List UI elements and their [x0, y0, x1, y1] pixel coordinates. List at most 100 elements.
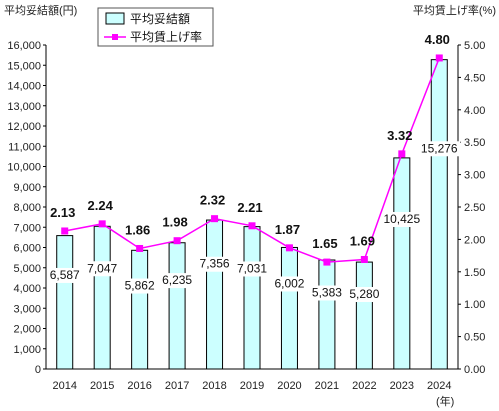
left-tick-label: 12,000 [7, 121, 41, 133]
bar [131, 249, 149, 370]
rate-point [136, 244, 144, 252]
bar [206, 219, 224, 370]
bar-labels: 6,587 7,047 5,862 6,235 7,356 7,031 6,002 5,383… [47, 141, 461, 303]
bar-label-bg [418, 141, 461, 157]
rate-value-label: 1.69 [350, 233, 375, 248]
left-tick-label: 8,000 [13, 202, 41, 214]
left-tick-label: 14,000 [7, 81, 41, 93]
x-tick-label: 2016 [127, 380, 151, 392]
left-tick-label: 3,000 [13, 303, 41, 315]
bar-value-label: 5,280 [349, 287, 379, 301]
rate-value-label: 3.32 [387, 128, 412, 143]
legend-bar-swatch [105, 12, 125, 25]
left-tick-label: 9,000 [13, 182, 41, 194]
rate-value-label: 1.87 [275, 222, 300, 237]
right-tick-label: 0.50 [464, 332, 485, 344]
rate-point [398, 150, 406, 158]
rate-point [435, 54, 443, 62]
x-tick-label: 2018 [202, 380, 226, 392]
rate-value-label: 1.98 [162, 215, 187, 230]
bar-label-bg [271, 276, 307, 292]
x-tick-label: 2021 [315, 380, 339, 392]
bar-value-label: 6,002 [274, 276, 304, 290]
right-tick-label: 1.00 [464, 299, 485, 311]
bar-value-label: 7,031 [237, 261, 267, 275]
right-tick-label: 5.00 [464, 40, 485, 52]
rate-point [211, 215, 219, 223]
x-tick-label: 2017 [165, 380, 189, 392]
x-tick-label: 2023 [390, 380, 414, 392]
left-tick-label: 6,000 [13, 243, 41, 255]
rate-labels: 2.13 2.24 1.86 1.98 2.32 2.21 1.87 1.65 1.69 3.32… [50, 32, 450, 251]
right-tick-label: 3.50 [464, 137, 485, 149]
bar-value-label: 10,425 [383, 212, 420, 226]
bar-label-bg [197, 256, 233, 272]
bar-label-bg [309, 285, 345, 301]
left-tick-label: 2,000 [13, 324, 41, 336]
rate-point [61, 227, 69, 235]
left-tick-label: 11,000 [8, 141, 41, 153]
right-tick-label: 2.00 [464, 234, 485, 246]
bar-label-bg [159, 273, 195, 289]
legend-bar-label: 平均妥結額 [130, 12, 190, 26]
rate-point [285, 244, 293, 252]
rate-point [248, 222, 256, 230]
right-tick-label: 1.50 [464, 267, 485, 279]
axes: 0 1,000 2,000 3,000 4,000 5,000 6,000 7,000 8,00… [7, 40, 485, 392]
right-tick-label: 3.00 [464, 170, 485, 182]
bar-value-label: 6,235 [162, 273, 192, 287]
bar-value-label: 7,356 [200, 257, 230, 271]
bar-value-label: 7,047 [87, 261, 117, 275]
right-tick-label: 4.00 [464, 105, 485, 117]
bar-label-bg [346, 287, 382, 303]
bar [355, 261, 373, 370]
left-tick-label: 10,000 [7, 162, 41, 174]
left-tick-label: 0 [35, 364, 41, 376]
rate-point [173, 237, 181, 245]
rate-value-label: 4.80 [425, 32, 450, 47]
x-tick-label: 2024 [427, 380, 451, 392]
legend: 平均妥結額 平均賃上げ率 [97, 7, 214, 47]
left-axis-title: 平均妥結額(円) [4, 3, 77, 17]
rate-point [360, 255, 368, 263]
bar [168, 242, 186, 370]
rate-value-label: 1.65 [312, 236, 337, 251]
bar-label-bg [380, 212, 423, 228]
bar-label-bg [84, 261, 120, 277]
left-tick-label: 15,000 [7, 60, 41, 72]
rate-point [98, 220, 106, 228]
x-tick-label: 2019 [240, 380, 264, 392]
left-tick-label: 1,000 [13, 344, 41, 356]
left-tick-label: 13,000 [7, 101, 41, 113]
right-tick-label: 2.50 [464, 202, 485, 214]
bar [318, 259, 336, 370]
bar-value-label: 5,862 [125, 279, 155, 293]
left-tick-label: 16,000 [7, 40, 41, 52]
legend-line-marker [112, 34, 118, 40]
bar [280, 246, 298, 370]
bar-label-bg [122, 278, 158, 294]
bar [93, 225, 111, 370]
rate-value-label: 2.13 [50, 205, 75, 220]
x-tick-label: 2014 [52, 380, 76, 392]
bar [56, 235, 74, 370]
left-tick-label: 7,000 [13, 222, 41, 234]
bar-value-label: 6,587 [50, 268, 80, 282]
right-tick-label: 0.00 [464, 364, 485, 376]
rate-value-label: 1.86 [125, 222, 150, 237]
rate-point [323, 258, 331, 266]
left-tick-label: 5,000 [13, 263, 41, 275]
right-tick-label: 4.50 [464, 72, 485, 84]
rate-value-label: 2.32 [200, 193, 225, 208]
bar [393, 157, 411, 370]
x-tick-label: 2022 [352, 380, 376, 392]
rate-line [61, 54, 443, 266]
left-tick-label: 4,000 [13, 283, 41, 295]
x-tick-label: 2020 [277, 380, 301, 392]
right-axis-title: 平均賃上げ率(%) [413, 3, 496, 17]
bar-label-bg [47, 267, 83, 283]
x-tick-label: 2015 [90, 380, 114, 392]
bar-label-bg [234, 261, 270, 277]
